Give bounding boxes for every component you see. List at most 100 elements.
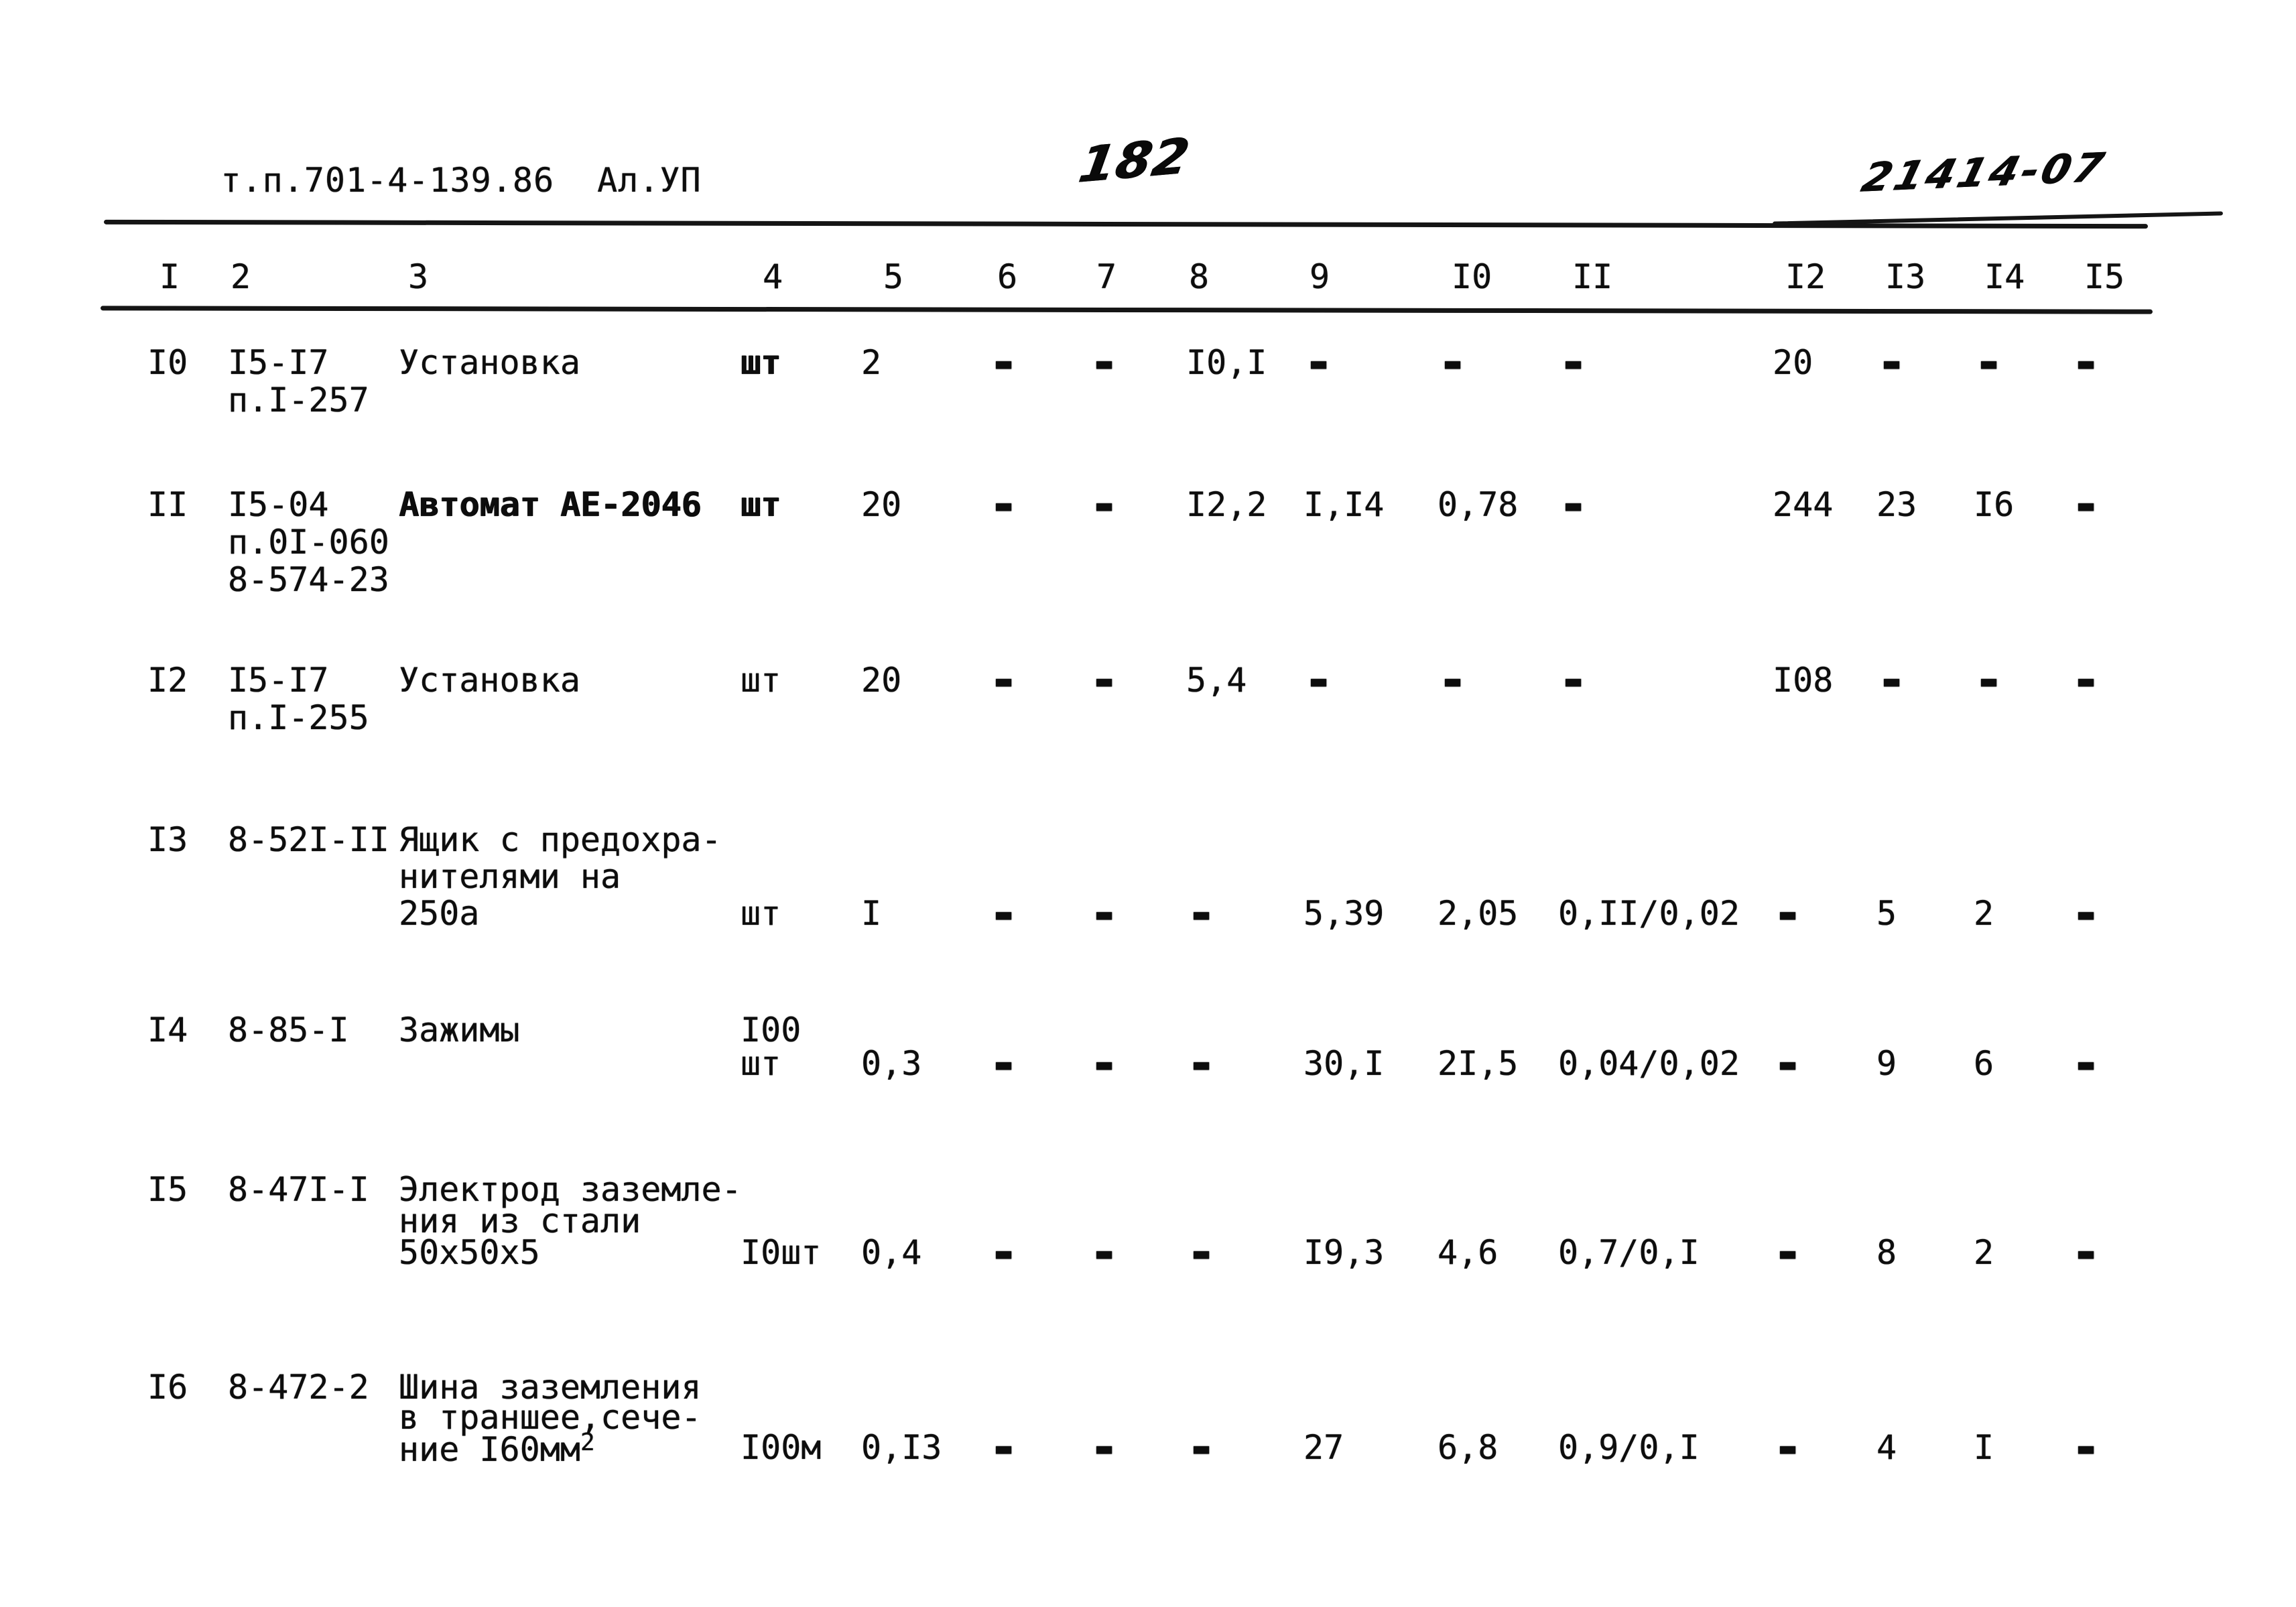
cell-value: - bbox=[1773, 1032, 1803, 1095]
item-unit: шт bbox=[741, 343, 781, 382]
cell-value: - bbox=[1303, 649, 1334, 712]
document-title-code: т.п.701-4-139.86 bbox=[220, 161, 555, 200]
item-name: 250а bbox=[399, 894, 480, 933]
cell-value: 0,78 bbox=[1438, 485, 1519, 524]
cell-value: - bbox=[988, 882, 1019, 945]
item-name: 50х50х5 bbox=[399, 1233, 540, 1272]
cell-value: 5,39 bbox=[1303, 894, 1385, 933]
cell-value: 5,4 bbox=[1186, 661, 1247, 700]
cell-value: 6,8 bbox=[1438, 1428, 1498, 1467]
cell-value: - bbox=[1089, 1416, 1120, 1479]
item-unit: шт bbox=[741, 1044, 781, 1083]
item-code: п.I-255 bbox=[228, 698, 369, 737]
item-name: ния из стали bbox=[399, 1202, 641, 1240]
cell-value: - bbox=[2071, 649, 2102, 712]
cell-value: - bbox=[988, 1416, 1019, 1479]
column-header: I2 bbox=[1785, 257, 1826, 296]
item-name: Шина заземления bbox=[399, 1368, 702, 1407]
column-header: 3 bbox=[408, 257, 429, 296]
cell-value: 0,9/0,I bbox=[1558, 1428, 1700, 1467]
cell-value: 27 bbox=[1303, 1428, 1344, 1467]
column-header: I5 bbox=[2084, 257, 2125, 296]
cell-value: 20 bbox=[861, 485, 902, 524]
item-name: ние I60мм2 bbox=[399, 1429, 595, 1470]
item-name: Установка bbox=[399, 661, 580, 700]
cell-value: 244 bbox=[1773, 485, 1834, 524]
cell-value: - bbox=[2071, 1416, 2102, 1479]
cell-value: 9 bbox=[1876, 1044, 1897, 1083]
column-header: 8 bbox=[1189, 257, 1210, 296]
column-header: 7 bbox=[1096, 257, 1117, 296]
cell-value: - bbox=[1558, 649, 1589, 712]
cell-value: I9,3 bbox=[1303, 1233, 1385, 1272]
row-number: I4 bbox=[147, 1011, 188, 1049]
cell-value: 0,I3 bbox=[861, 1428, 942, 1467]
item-code: 8-574-23 bbox=[228, 560, 389, 599]
cell-value: I bbox=[1974, 1428, 1994, 1467]
item-unit: I0шт bbox=[741, 1233, 822, 1272]
cell-value: - bbox=[2071, 882, 2102, 945]
cell-value: - bbox=[1089, 473, 1120, 536]
column-header: 5 bbox=[883, 257, 904, 296]
cell-value: 23 bbox=[1876, 485, 1917, 524]
cell-value: - bbox=[988, 473, 1019, 536]
column-header: I bbox=[160, 257, 180, 296]
cell-value: - bbox=[1186, 882, 1217, 945]
cell-value: - bbox=[1438, 331, 1468, 394]
cell-value: - bbox=[1186, 1221, 1217, 1284]
column-header: I3 bbox=[1885, 257, 1926, 296]
cell-value: I0,I bbox=[1186, 343, 1267, 382]
row-number: II bbox=[147, 485, 188, 524]
cell-value: 30,I bbox=[1303, 1044, 1385, 1083]
cell-value: - bbox=[1558, 331, 1589, 394]
cell-value: - bbox=[988, 1221, 1019, 1284]
item-code: 8-85-I bbox=[228, 1011, 349, 1049]
row-number: I0 bbox=[147, 343, 188, 382]
cell-value: - bbox=[1303, 331, 1334, 394]
cell-value: 2 bbox=[1974, 894, 1994, 933]
cell-value: 0,4 bbox=[861, 1233, 922, 1272]
table-column-header-row: I 2 3 4 5 6 7 8 9 I0 II I2 I3 I4 I5 bbox=[0, 260, 2296, 300]
cell-value: - bbox=[988, 1032, 1019, 1095]
cell-value: - bbox=[988, 331, 1019, 394]
cell-value: - bbox=[1089, 649, 1120, 712]
cell-value: I bbox=[861, 894, 882, 933]
item-unit: шт bbox=[741, 661, 781, 700]
cell-value: - bbox=[988, 649, 1019, 712]
cell-value: - bbox=[1089, 882, 1120, 945]
cell-value: 4 bbox=[1876, 1428, 1897, 1467]
cell-value: 2 bbox=[1974, 1233, 1994, 1272]
cell-value: - bbox=[1773, 1416, 1803, 1479]
cell-value: - bbox=[2071, 473, 2102, 536]
cell-value: 0,7/0,I bbox=[1558, 1233, 1700, 1272]
cell-value: - bbox=[1438, 649, 1468, 712]
cell-value: 20 bbox=[1773, 343, 1813, 382]
cell-value: - bbox=[1089, 331, 1120, 394]
item-code: 8-52I-II bbox=[228, 820, 389, 859]
cell-value: - bbox=[2071, 1032, 2102, 1095]
item-code: I5-I7 bbox=[228, 661, 329, 700]
item-unit: шт bbox=[741, 894, 781, 933]
column-header: I0 bbox=[1452, 257, 1492, 296]
cell-value: 2,05 bbox=[1438, 894, 1519, 933]
column-header: II bbox=[1572, 257, 1613, 296]
document-title: т.п.701-4-139.86 Ал.УП bbox=[137, 130, 702, 231]
cell-value: - bbox=[1186, 1032, 1217, 1095]
document-title-album: Ал.УП bbox=[597, 161, 702, 200]
cell-value: 2I,5 bbox=[1438, 1044, 1519, 1083]
column-header: 2 bbox=[231, 257, 251, 296]
cell-value: - bbox=[1089, 1221, 1120, 1284]
item-name: нителями на bbox=[399, 857, 621, 896]
row-number: I2 bbox=[147, 661, 188, 700]
column-header: 4 bbox=[763, 257, 783, 296]
cell-value: I2,2 bbox=[1186, 485, 1267, 524]
item-code: I5-04 bbox=[228, 485, 329, 524]
item-name: в траншее,сече- bbox=[399, 1398, 702, 1437]
cell-value: - bbox=[1876, 331, 1907, 394]
cell-value: - bbox=[1974, 649, 2004, 712]
item-unit: I00м bbox=[741, 1428, 822, 1467]
cell-value: 20 bbox=[861, 661, 902, 700]
cell-value: - bbox=[1558, 473, 1589, 536]
